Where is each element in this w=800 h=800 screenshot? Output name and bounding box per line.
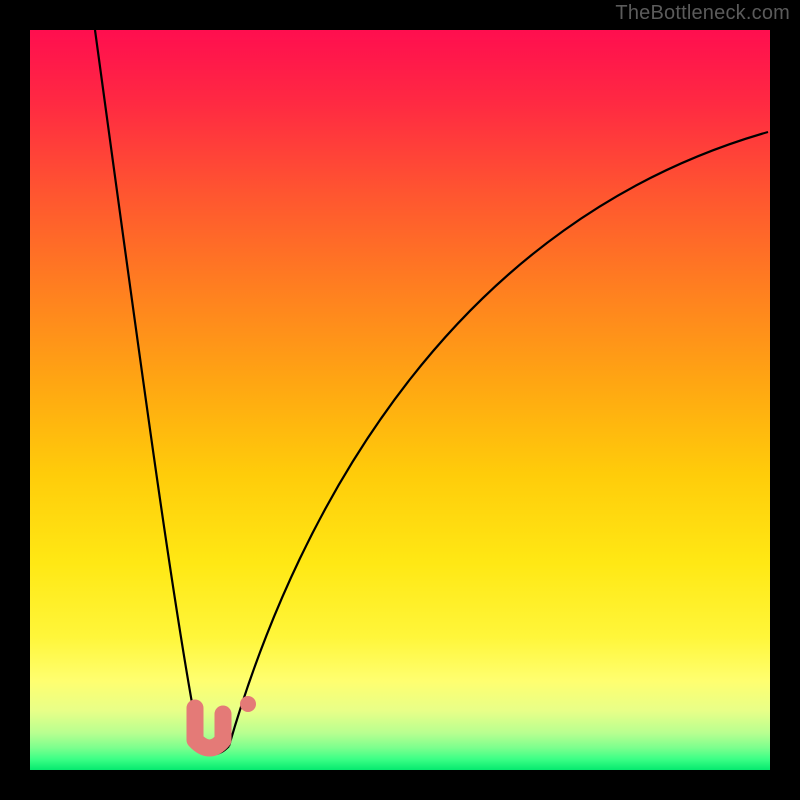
watermark-text: TheBottleneck.com [615,2,790,25]
bottleneck-chart-svg [0,0,800,800]
chart-container: TheBottleneck.com [0,0,800,800]
plot-area [30,30,770,770]
valley-marker-dot [240,696,256,712]
